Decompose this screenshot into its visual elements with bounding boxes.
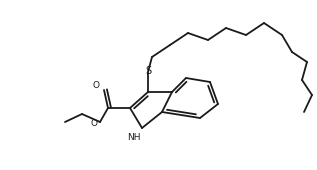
Text: S: S — [145, 66, 151, 76]
Text: NH: NH — [127, 133, 141, 142]
Text: O: O — [90, 120, 98, 129]
Text: O: O — [93, 81, 100, 90]
